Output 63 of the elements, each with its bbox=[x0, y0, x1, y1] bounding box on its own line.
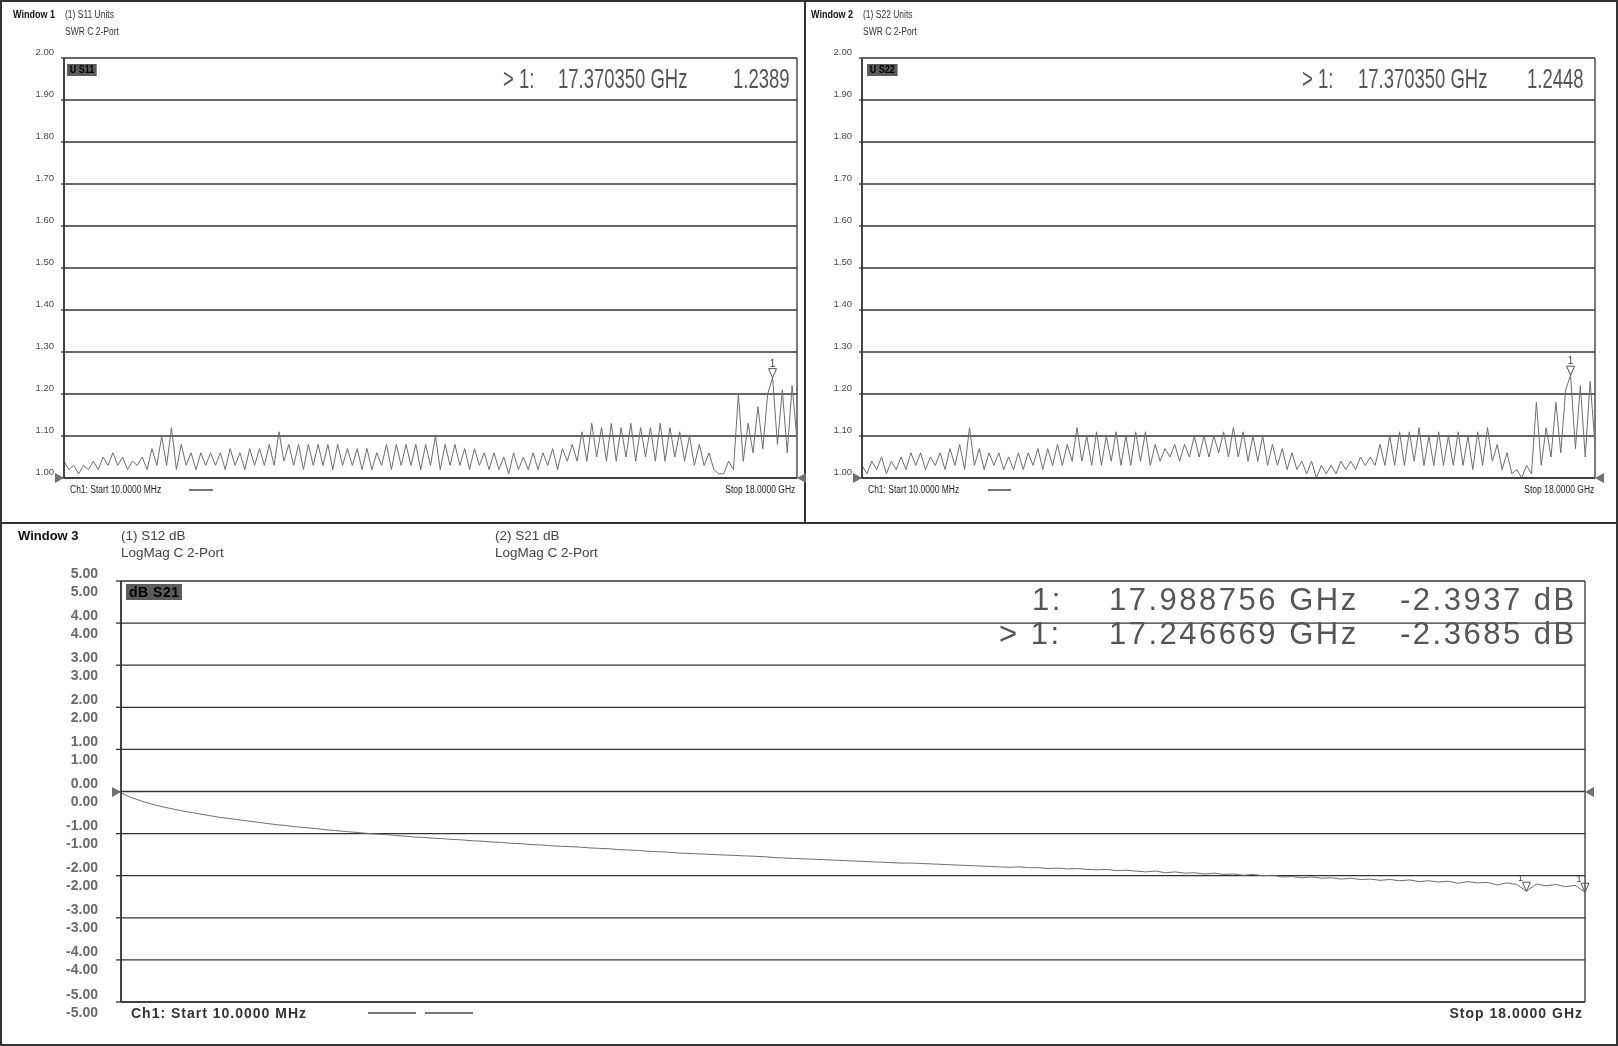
y-tick-label: 4.00 bbox=[70, 606, 99, 623]
text: (1) S22 Units bbox=[863, 9, 913, 21]
chart-title: Window 1 bbox=[13, 9, 55, 21]
y-tick-label: 1.80 bbox=[833, 129, 852, 141]
text: Ch1: Start 10.0000 MHz bbox=[868, 484, 960, 496]
text: Ch1: Start 10.0000 MHz bbox=[131, 1004, 308, 1022]
y-tick-label: 1.20 bbox=[833, 381, 852, 393]
annotation: 17.370350 GHz bbox=[558, 62, 688, 96]
y-tick-label: -5.00 bbox=[66, 985, 99, 1002]
annotation: 1.2448 bbox=[1527, 62, 1584, 96]
annotation: 1.2389 bbox=[733, 62, 790, 96]
annotation: 1 bbox=[769, 357, 776, 369]
y-tick-label: 5.00 bbox=[70, 564, 99, 581]
text: LogMag C 2-Port bbox=[495, 544, 598, 562]
y-tick-label: 1.10 bbox=[833, 423, 852, 435]
y-tick-label: -3.00 bbox=[66, 901, 99, 918]
text: SWR C 2-Port bbox=[65, 26, 119, 38]
text: Stop 18.0000 GHz bbox=[1524, 484, 1594, 496]
chart-title: Window 3 bbox=[18, 528, 79, 544]
y-tick-label: 2.00 bbox=[70, 690, 99, 707]
text: Ch1: Start 10.0000 MHz bbox=[70, 484, 162, 496]
annotation: > 1: bbox=[503, 62, 535, 96]
chart-title: Window 2 bbox=[811, 9, 853, 21]
y-tick-label: 1.80 bbox=[35, 129, 54, 141]
text: (2) S21 dB bbox=[495, 527, 560, 545]
y-tick-label: 1.70 bbox=[833, 171, 852, 183]
y-tick-label: 3.00 bbox=[70, 648, 99, 665]
annotation: 1 bbox=[1517, 873, 1523, 884]
y-tick-label: -2.00 bbox=[66, 859, 99, 876]
y-tick-label: -4.00 bbox=[66, 943, 99, 960]
text: (1) S11 Units bbox=[65, 9, 114, 21]
annotation: U S11 bbox=[67, 64, 97, 76]
text: Stop 18.0000 GHz bbox=[1449, 1004, 1583, 1022]
y-tick-label: 1.40 bbox=[35, 297, 54, 309]
y-tick-label: 1.50 bbox=[833, 255, 852, 267]
y-tick-label: 1.90 bbox=[35, 87, 54, 99]
text: LogMag C 2-Port bbox=[121, 544, 224, 562]
y-tick-label: 1.00 bbox=[70, 732, 99, 749]
y-tick-label: 1.00 bbox=[833, 465, 852, 477]
y-tick-label: 0.00 bbox=[70, 775, 99, 791]
y-tick-label: 1.30 bbox=[833, 339, 852, 351]
y-tick-label: 1.00 bbox=[35, 465, 54, 477]
y-tick-label: 1.40 bbox=[833, 297, 852, 309]
y-tick-label: 1.30 bbox=[35, 339, 54, 351]
y-tick-label: 1.90 bbox=[833, 87, 852, 99]
annotation: 17.370350 GHz bbox=[1358, 62, 1488, 96]
text: (1) S12 dB bbox=[121, 527, 186, 545]
y-tick-label: 2.00 bbox=[35, 45, 54, 57]
y-tick-label: 1.50 bbox=[35, 255, 54, 267]
y-tick-label: 2.00 bbox=[833, 45, 852, 57]
text: Stop 18.0000 GHz bbox=[725, 484, 795, 496]
annotation: dB S21 bbox=[126, 583, 183, 601]
annotation: 1 bbox=[1576, 874, 1582, 885]
y-tick-label: -1.00 bbox=[66, 817, 99, 834]
y-tick-label: 1.10 bbox=[35, 423, 54, 435]
annotation: 1 bbox=[1567, 355, 1574, 367]
annotation: U S22 bbox=[867, 64, 898, 76]
y-tick-label: 1.60 bbox=[833, 213, 852, 225]
y-tick-label: 1.70 bbox=[35, 171, 54, 183]
y-tick-label: 1.60 bbox=[35, 213, 54, 225]
text: SWR C 2-Port bbox=[863, 26, 917, 38]
y-tick-label: 1.20 bbox=[35, 381, 54, 393]
annotation: > 1: bbox=[1302, 62, 1334, 96]
